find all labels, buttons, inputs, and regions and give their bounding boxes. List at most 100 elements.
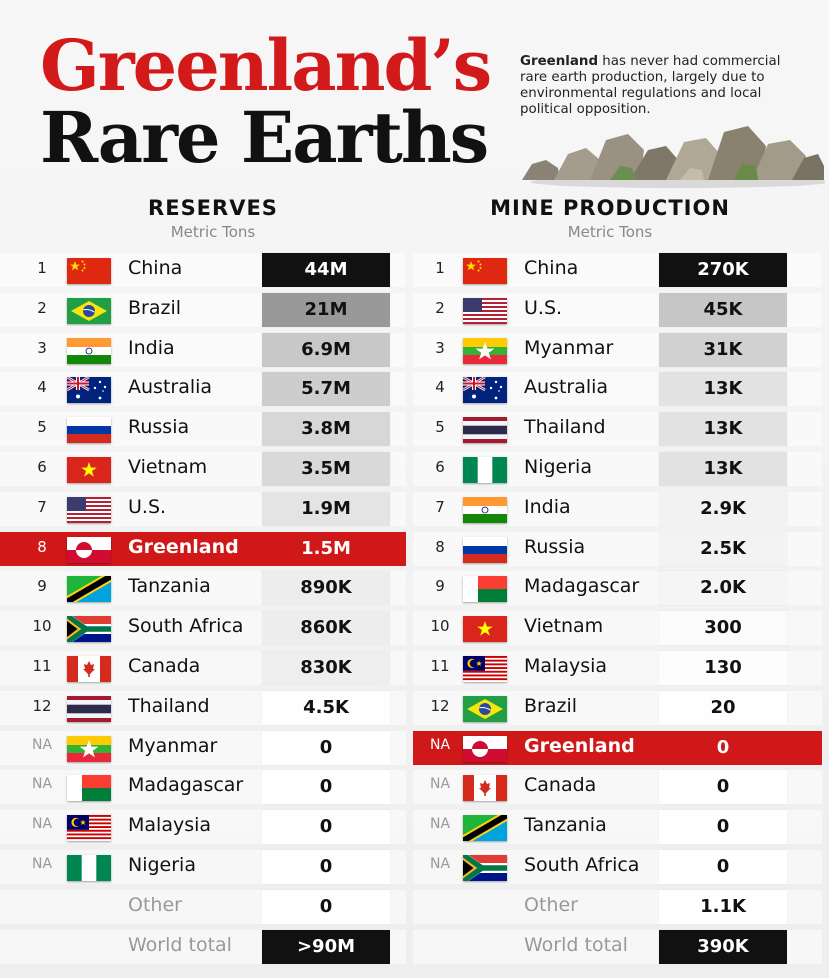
country-label: World total <box>524 933 628 956</box>
value-label: 270K <box>697 259 749 280</box>
country-label: Malaysia <box>128 814 212 837</box>
value-shade <box>262 452 390 486</box>
production-row: 5 Thailand 13K <box>0 409 829 449</box>
value-box: 830K <box>262 651 390 685</box>
production-row: NA Canada 0 <box>0 767 829 807</box>
production-row: World total 390K <box>0 927 829 967</box>
reserves-row: NA Madagascar 0 <box>0 767 829 807</box>
country-label: India <box>524 495 571 518</box>
us-flag-icon <box>67 496 111 523</box>
tz-flag-icon <box>67 576 111 603</box>
value-shade <box>262 332 390 367</box>
country-label: Myanmar <box>128 734 218 757</box>
rank-label: 3 <box>435 338 445 357</box>
reserves-row: 1 China 44M <box>0 250 829 290</box>
rank-label: 8 <box>37 537 47 556</box>
reserves-row: NA Malaysia 0 <box>0 807 829 847</box>
value-box: 0 <box>659 731 787 765</box>
rank-label: 10 <box>32 617 52 636</box>
country-label: Vietnam <box>128 456 208 478</box>
reserves-row: 8 Greenland 1.5M <box>0 529 829 569</box>
value-shade <box>659 332 787 367</box>
cn-flag-icon <box>67 258 111 284</box>
value-label: 830K <box>300 657 352 678</box>
value-label: 1.5M <box>301 537 351 559</box>
production-row: 6 Nigeria 13K <box>0 449 829 489</box>
country-label: Canada <box>524 774 597 797</box>
country-label: Nigeria <box>128 854 196 876</box>
value-box: 0 <box>659 850 787 884</box>
production-row: NA Greenland 0 <box>0 728 829 768</box>
reserves-row: NA Nigeria 0 <box>0 847 829 887</box>
production-row: 12 Brazil 20 <box>0 688 829 728</box>
value-label: 2.5K <box>700 537 746 559</box>
rank-label: 4 <box>37 378 47 397</box>
value-label: 45K <box>703 298 743 320</box>
rank-label: 2 <box>435 298 445 317</box>
value-box: 2.5K <box>659 531 787 566</box>
value-box: 0 <box>262 889 390 924</box>
country-label: Australia <box>524 376 609 399</box>
rank-label: 12 <box>430 696 450 715</box>
rank-label: NA <box>31 776 53 793</box>
ng-flag-icon <box>463 457 507 483</box>
mm-flag-icon <box>463 337 507 364</box>
country-label: Tanzania <box>128 575 211 598</box>
value-box: 130 <box>659 651 787 685</box>
value-label: 0 <box>319 895 333 917</box>
value-shade <box>262 651 390 685</box>
value-box: 13K <box>659 372 787 407</box>
value-shade <box>659 372 787 407</box>
country-label: Vietnam <box>524 615 604 638</box>
country-label: Greenland <box>128 535 239 558</box>
country-label: South Africa <box>128 615 244 638</box>
value-box: 890K <box>262 571 390 606</box>
value-label: 300 <box>704 617 742 639</box>
us-flag-icon <box>463 297 507 324</box>
rank-label: NA <box>31 856 53 872</box>
value-label: 1.9M <box>301 497 351 519</box>
mm-flag-icon <box>67 735 111 762</box>
rank-label: 11 <box>430 657 450 675</box>
mg-flag-icon <box>463 576 507 603</box>
value-label: 5.7M <box>301 378 351 400</box>
value-box: 300 <box>659 611 787 646</box>
au-flag-icon <box>67 377 111 404</box>
mg-flag-icon <box>67 775 111 802</box>
rank-label: 9 <box>435 577 445 596</box>
ca-flag-icon <box>67 656 111 682</box>
value-shade <box>262 491 390 526</box>
country-label: Thailand <box>128 694 210 717</box>
value-box: 390K <box>659 929 787 964</box>
value-box: 3.5M <box>262 452 390 486</box>
title-line-1: Greenland’s <box>40 24 492 107</box>
country-label: Australia <box>128 376 213 399</box>
value-label: 0 <box>716 816 730 838</box>
reserves-unit: Metric Tons <box>170 223 256 241</box>
intro-body: has never had commercial rare earth prod… <box>520 54 781 117</box>
country-label: Canada <box>128 655 201 677</box>
reserves-row: 6 Vietnam 3.5M <box>0 449 829 489</box>
ng-flag-icon <box>67 855 111 881</box>
value-label: 6.9M <box>301 338 351 360</box>
value-label: 4.5K <box>303 696 349 718</box>
country-label: Thailand <box>524 416 606 439</box>
value-shade <box>262 372 390 407</box>
gl-flag-icon <box>67 536 111 563</box>
value-box: 860K <box>262 611 390 646</box>
rank-label: 5 <box>37 418 47 437</box>
rank-label: NA <box>429 736 451 753</box>
production-row: NA South Africa 0 <box>0 847 829 887</box>
value-box: 1.9M <box>262 491 390 526</box>
value-shade <box>659 491 787 526</box>
value-box: 6.9M <box>262 332 390 367</box>
production-row: 2 U.S. 45K <box>0 290 829 330</box>
production-row: 10 Vietnam 300 <box>0 608 829 648</box>
reserves-row: 4 Australia 5.7M <box>0 369 829 409</box>
value-label: 13K <box>703 458 743 479</box>
my-flag-icon <box>463 656 507 682</box>
reserves-row: 5 Russia 3.8M <box>0 409 829 449</box>
value-box: 4.5K <box>262 690 390 725</box>
za-flag-icon <box>67 616 111 643</box>
